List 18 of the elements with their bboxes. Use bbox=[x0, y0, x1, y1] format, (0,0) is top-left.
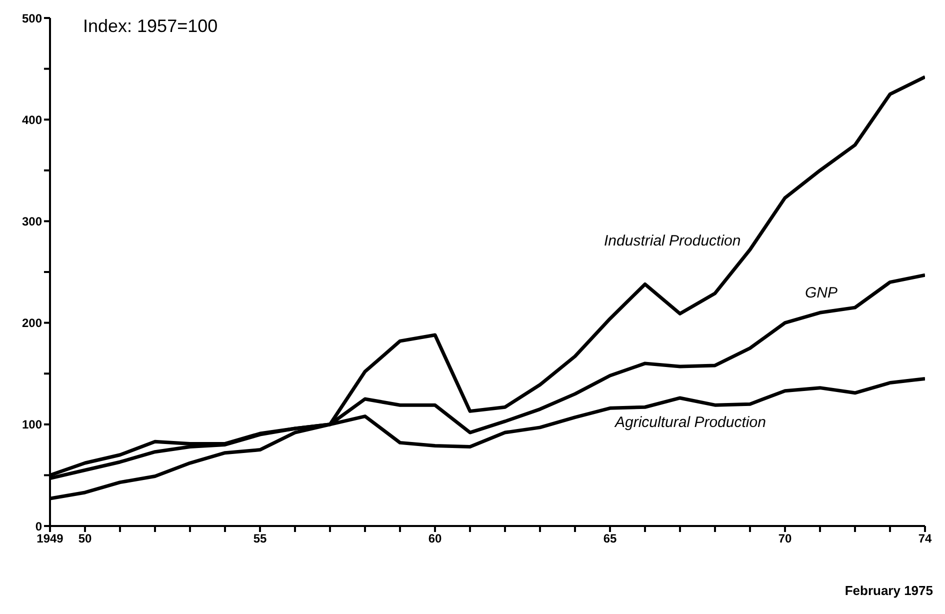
y-tick-label: 0 bbox=[35, 519, 42, 534]
series-label: GNP bbox=[805, 284, 838, 302]
x-tick-label: 50 bbox=[78, 532, 92, 546]
y-tick-label: 400 bbox=[22, 112, 42, 127]
x-tick-label: 65 bbox=[603, 532, 617, 546]
series-label: Industrial Production bbox=[604, 232, 741, 250]
x-tick-label: 55 bbox=[253, 532, 267, 546]
y-tick-label: 500 bbox=[22, 11, 42, 26]
series-label: Agricultural Production bbox=[614, 414, 766, 432]
text: February 1975 bbox=[844, 583, 933, 598]
y-tick-label: 200 bbox=[22, 316, 42, 330]
x-tick-label: 60 bbox=[428, 532, 442, 546]
y-tick-label: 300 bbox=[22, 214, 42, 228]
y-tick-label: 100 bbox=[22, 418, 42, 432]
x-tick-label: 70 bbox=[778, 532, 792, 546]
x-tick-label: 74 bbox=[918, 532, 932, 546]
annotation: Index: 1957=100 bbox=[83, 16, 218, 37]
x-tick-label: 1949 bbox=[36, 532, 64, 546]
